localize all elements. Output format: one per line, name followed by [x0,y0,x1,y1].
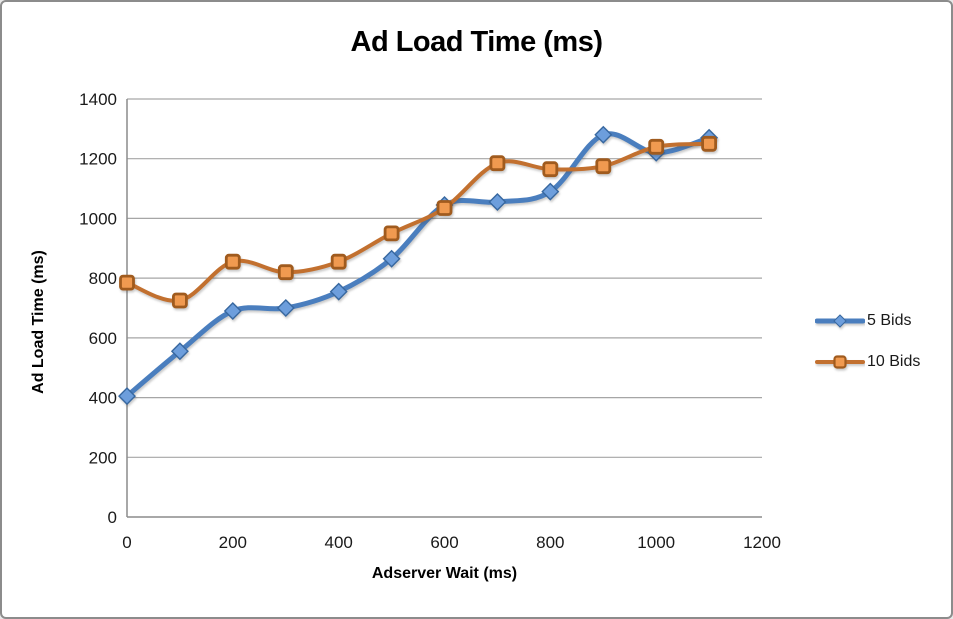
y-tick-label-1400: 1400 [79,90,117,109]
marker-diamond[interactable] [382,249,401,268]
y-tick-label-1000: 1000 [79,209,117,228]
marker-square[interactable] [330,253,347,270]
y-tick-label-200: 200 [89,448,117,467]
legend-label: 5 Bids [867,312,912,329]
marker-diamond[interactable] [170,342,189,361]
legend-marker-square-icon [815,355,865,369]
marker-square[interactable] [436,200,453,216]
series-10-bids [119,135,717,309]
marker-diamond [833,314,847,328]
marker-diamond[interactable] [488,193,507,211]
marker-square[interactable] [489,155,506,172]
x-tick-label-1200: 1200 [743,533,781,552]
y-axis-title: Ad Load Time (ms) [30,250,47,394]
legend-marker-diamond-icon [815,314,865,328]
marker-diamond[interactable] [118,387,136,406]
x-tick-label-400: 400 [325,533,353,552]
marker-diamond[interactable] [329,282,348,301]
y-tick-label-600: 600 [89,329,117,348]
x-axis-title: Adserver Wait (ms) [371,565,518,582]
marker-square[interactable] [648,138,665,155]
series-line-10-bids[interactable] [125,141,712,303]
marker-square[interactable] [595,158,612,175]
y-tick-label-0: 0 [108,508,117,527]
series-5-bids [118,125,719,406]
x-tick-label-1000: 1000 [637,533,675,552]
marker-square[interactable] [171,292,188,309]
marker-diamond[interactable] [594,125,613,144]
legend-item-5-bids[interactable]: 5 Bids [815,308,920,334]
x-tick-label-0: 0 [122,533,131,552]
x-tick-label-200: 200 [219,533,247,552]
legend-label: 10 Bids [867,353,921,370]
marker-square[interactable] [119,274,135,291]
marker-square[interactable] [224,253,241,270]
x-tick-label-600: 600 [430,533,458,552]
y-tick-label-400: 400 [89,389,117,408]
marker-square [833,355,847,369]
chart-title: Ad Load Time (ms) [350,26,604,58]
marker-diamond[interactable] [276,299,295,317]
y-tick-label-1200: 1200 [79,150,117,169]
marker-square[interactable] [542,161,559,178]
marker-square[interactable] [383,225,400,242]
marker-square[interactable] [277,264,294,281]
marker-diamond[interactable] [541,182,560,201]
y-tick-label-800: 800 [89,269,117,288]
x-tick-label-800: 800 [536,533,564,552]
legend: 5 Bids 10 Bids [815,308,920,375]
legend-item-10-bids[interactable]: 10 Bids [815,349,920,375]
marker-square[interactable] [701,135,717,152]
series-line-5-bids[interactable] [124,131,712,399]
marker-diamond[interactable] [223,302,242,320]
